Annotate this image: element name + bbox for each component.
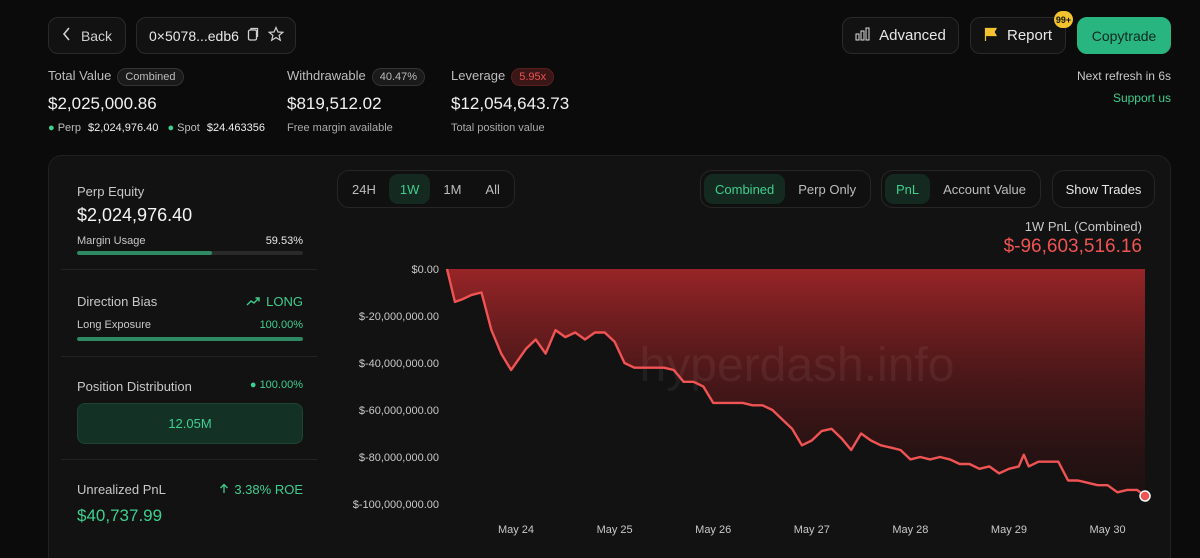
margin-usage-label: Margin Usage (77, 235, 146, 247)
tab-account-value[interactable]: Account Value (943, 181, 1027, 197)
back-label: Back (80, 27, 113, 44)
pnl-chart: $0.00 $-20,000,000.00 $-40,000,000.00 $-60,… (353, 264, 1151, 536)
long-exposure-label: Long Exposure (77, 319, 151, 331)
address-chip: 0×5078...edb6 (136, 17, 296, 54)
x-tick-label: May 24 (498, 524, 534, 536)
wallet-address: 0×5078...edb6 (149, 27, 239, 44)
tab-combined[interactable]: Combined (704, 174, 786, 204)
x-tick-label: May 25 (597, 524, 633, 536)
flag-icon (984, 27, 998, 45)
time-range-tabs: 24H 1W 1M All (337, 170, 515, 208)
unrealized-pnl-label: Unrealized PnL (77, 482, 166, 497)
direction-bias-label: Direction Bias (77, 294, 158, 309)
tab-pnl[interactable]: PnL (885, 174, 931, 204)
advanced-button[interactable]: Advanced (842, 17, 959, 54)
withdrawable-sub: Free margin available (287, 122, 393, 134)
y-tick-label: $-20,000,000.00 (359, 311, 439, 323)
withdrawable-label: Withdrawable (287, 68, 366, 83)
report-button[interactable]: Report (970, 17, 1066, 54)
tab-all[interactable]: All (485, 181, 500, 197)
margin-usage-bar (77, 251, 303, 255)
watermark: hyperdash.info (640, 339, 955, 392)
show-trades-label: Show Trades (1065, 181, 1142, 197)
long-dot-icon: ● (249, 379, 257, 391)
tab-perp-only[interactable]: Perp Only (798, 181, 857, 197)
trending-up-icon (246, 294, 260, 309)
x-tick-label: May 27 (794, 524, 830, 536)
metric-tabs: PnL Account Value (881, 170, 1042, 208)
show-trades-button[interactable]: Show Trades (1052, 170, 1155, 208)
arrow-up-icon (219, 482, 229, 497)
advanced-label: Advanced (879, 27, 946, 44)
copytrade-button[interactable]: Copytrade (1077, 17, 1171, 54)
perp-equity-label: Perp Equity (77, 184, 145, 199)
support-link[interactable]: Support us (1112, 91, 1171, 105)
leverage-label: Leverage (451, 68, 506, 83)
tab-1w[interactable]: 1W (388, 174, 431, 204)
perp-equity-value: $2,024,976.40 (77, 205, 193, 225)
account-summary: Perp Equity $2,024,976.40 Margin Usage 5… (49, 156, 319, 558)
withdrawable-badge: 40.47% (371, 68, 426, 86)
spot-label: Spot (177, 122, 200, 134)
x-tick-label: May 30 (1090, 524, 1126, 536)
margin-usage-value: 59.53% (265, 235, 303, 247)
withdrawable-stat: Withdrawable 40.47% $819,512.02 Free marg… (287, 68, 426, 134)
star-icon[interactable] (267, 26, 285, 45)
withdrawable-value: $819,512.02 (287, 94, 382, 113)
long-exposure-value: 100.00% (259, 319, 303, 331)
y-tick-label: $-40,000,000.00 (359, 358, 439, 370)
direction-value: LONG (266, 294, 303, 309)
position-distribution-box[interactable]: 12.05M (77, 403, 303, 444)
long-exposure-fill (77, 337, 303, 341)
position-distribution-label: Position Distribution (77, 379, 192, 394)
chevron-left-icon (62, 27, 71, 44)
y-tick-label: $-100,000,000.00 (353, 499, 439, 511)
copytrade-label: Copytrade (1091, 27, 1157, 44)
leverage-stat: Leverage 5.95x $12,054,643.73 Total posit… (451, 68, 569, 134)
refresh-timer: Next refresh in 6s (1076, 69, 1171, 83)
x-tick-label: May 26 (695, 524, 731, 536)
perp-value: $2,024,976.40 (88, 122, 159, 134)
bar-chart-icon (855, 27, 870, 44)
chart-headline-value: $-96,603,516.16 (1003, 236, 1142, 257)
chart-title: 1W PnL (Combined) (1024, 219, 1142, 234)
mode-tabs: Combined Perp Only (700, 170, 872, 208)
y-tick-label: $0.00 (411, 264, 439, 276)
tab-24h[interactable]: 24H (352, 181, 376, 197)
report-label: Report (1006, 27, 1053, 44)
long-exposure-bar (77, 337, 303, 341)
perp-label: Perp (57, 122, 81, 134)
total-value: $2,025,000.86 (48, 94, 157, 113)
spot-value: $24.463356 (206, 122, 265, 134)
last-point-marker (1139, 490, 1151, 502)
roe-value: 3.38% ROE (234, 482, 303, 497)
tab-1m[interactable]: 1M (443, 181, 462, 197)
x-tick-label: May 29 (991, 524, 1027, 536)
y-tick-label: $-60,000,000.00 (359, 405, 439, 417)
pnl-area (447, 269, 1146, 496)
total-value-stat: Total Value Combined $2,025,000.86 ● Perp… (48, 68, 265, 134)
y-tick-label: $-80,000,000.00 (359, 452, 439, 464)
leverage-badge: 5.95x (511, 68, 555, 86)
leverage-value: $12,054,643.73 (451, 94, 570, 113)
margin-usage-fill (77, 251, 212, 255)
copy-icon[interactable] (247, 27, 259, 44)
total-value-label: Total Value (48, 68, 112, 83)
notification-badge: 99+ (1054, 11, 1073, 28)
pnl-line (445, 268, 1146, 497)
unrealized-pnl-value: $40,737.99 (77, 506, 163, 525)
x-tick-label: May 28 (892, 524, 928, 536)
main-panel: Perp Equity $2,024,976.40 Margin Usage 5… (48, 155, 1171, 558)
combined-badge: Combined (117, 68, 184, 86)
position-distribution-value: 100.00% (259, 379, 303, 391)
leverage-sub: Total position value (451, 122, 545, 134)
back-button[interactable]: Back (48, 17, 126, 54)
